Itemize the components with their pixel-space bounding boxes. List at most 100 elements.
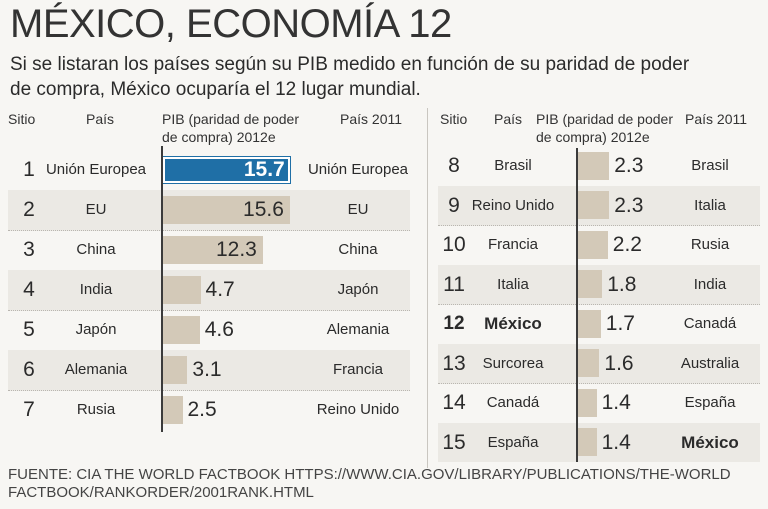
country-cell: Francia (487, 236, 539, 253)
rank-cell: 8 (448, 154, 460, 177)
table-row: 5 Japón 4.6 Alemania (8, 310, 410, 351)
header-gdp-left: PIB (paridad de poder de compra) 2012e (162, 111, 299, 145)
header-country2011-right: País 2011 (685, 111, 748, 127)
bar (577, 428, 597, 457)
header-rank-left: Sitio (8, 111, 36, 127)
rank-cell: 5 (23, 318, 35, 341)
country-cell: Japón (75, 321, 117, 338)
data-label: 12.3 (215, 238, 257, 261)
country-2011-cell: Italia (694, 196, 726, 214)
country-2011-cell: India (693, 275, 727, 293)
country-cell: Canadá (486, 394, 540, 411)
country-2011-cell: Francia (332, 361, 384, 378)
data-label: 2.3 (614, 154, 644, 177)
bar (577, 191, 610, 220)
bar (162, 396, 183, 424)
country-2011-cell: España (684, 394, 736, 411)
data-label: 1.6 (604, 351, 634, 375)
bar (162, 276, 201, 304)
data-label: 4.7 (205, 278, 235, 301)
bar (577, 349, 600, 378)
bar (162, 316, 200, 344)
bar (162, 156, 291, 184)
country-2011-cell: Brasil (691, 157, 729, 174)
table-row: 8 Brasil 2.3 Brasil (438, 146, 760, 187)
country-2011-cell: Unión Europea (307, 161, 409, 178)
table-row: 9 Reino Unido 2.3 Italia (438, 185, 760, 226)
table-row: 11 Italia 1.8 India (438, 264, 760, 305)
panel-divider (427, 108, 428, 468)
rank-cell: 4 (23, 278, 35, 301)
rank-cell: 3 (23, 238, 35, 261)
rank-cell: 7 (23, 398, 35, 421)
data-label: 4.6 (204, 318, 234, 341)
rank-cell: 1 (23, 158, 35, 181)
page-title: MÉXICO, ECONOMÍA 12 (10, 2, 452, 46)
data-label: 2.5 (187, 398, 217, 421)
data-label: 3.1 (192, 358, 222, 381)
country-cell: Alemania (64, 361, 128, 378)
rank-cell: 11 (443, 272, 465, 296)
country-cell: Italia (497, 275, 529, 293)
header-country-left: País (86, 111, 115, 127)
table-row: 3 China 12.3 China (8, 230, 410, 271)
rank-cell: 9 (448, 193, 460, 217)
table-row: 12 México 1.7 Canadá (438, 304, 760, 345)
table-row: 7 Rusia 2.5 Reino Unido (8, 390, 410, 430)
country-cell: China (76, 241, 116, 258)
country-cell: Unión Europea (45, 161, 147, 178)
bar (577, 230, 608, 259)
country-2011-cell: Japón (337, 281, 379, 298)
table-row: 10 Francia 2.2 Rusia (438, 225, 760, 266)
table-row: 1 Unión Europea 15.7 Unión Europea (8, 150, 410, 191)
rank-cell: 14 (442, 391, 466, 414)
header-country2011-left: País 2011 (340, 111, 403, 127)
country-cell: India (79, 281, 113, 298)
country-2011-cell: Rusia (690, 236, 730, 253)
rank-cell: 10 (442, 233, 466, 256)
data-label: 2.2 (612, 233, 642, 256)
bar (577, 388, 597, 417)
country-cell: España (487, 433, 539, 451)
value-axis (576, 148, 578, 462)
country-cell: México (484, 314, 542, 333)
source-footer: FUENTE: CIA THE WORLD FACTBOOK HTTPS://W… (8, 466, 731, 501)
bar (577, 270, 603, 299)
country-2011-cell: Canadá (683, 315, 737, 332)
value-axis (161, 146, 163, 432)
data-label: 1.4 (601, 391, 631, 414)
header-country-right: País (494, 111, 523, 127)
ranking-table-right: 8 Brasil 2.3 Brasil 9 Reino Unido 2.3 Italia 10 F… (438, 146, 760, 462)
country-cell: EU (85, 201, 107, 218)
rank-cell: 6 (23, 358, 35, 381)
rank-cell: 2 (23, 198, 35, 221)
country-2011-cell: Australia (680, 354, 740, 372)
rank-cell: 13 (442, 351, 466, 375)
table-row: 2 EU 15.6 EU (8, 190, 410, 231)
country-cell: Brasil (494, 157, 532, 174)
bar (577, 309, 601, 338)
country-2011-cell: EU (347, 201, 369, 218)
data-label: 15.6 (243, 198, 284, 221)
table-row: 13 Surcorea 1.6 Australia (438, 343, 760, 384)
table-row: 4 India 4.7 Japón (8, 270, 410, 311)
bar (577, 151, 610, 180)
data-label: 15.7 (243, 158, 285, 181)
table-row: 15 España 1.4 México (438, 422, 760, 462)
table-row: 14 Canadá 1.4 España (438, 383, 760, 424)
rank-cell: 12 (443, 313, 465, 334)
data-label: 1.4 (601, 430, 631, 454)
bar (162, 196, 290, 224)
bar (162, 356, 188, 384)
country-2011-cell: China (338, 241, 378, 258)
country-cell: Reino Unido (471, 196, 555, 214)
country-2011-cell: Alemania (326, 321, 390, 338)
country-2011-cell: México (681, 432, 739, 452)
page-subtitle: Si se listaran los países según su PIB m… (10, 54, 690, 100)
data-label: 1.7 (605, 312, 635, 335)
header-rank-right: Sitio (440, 111, 468, 127)
country-2011-cell: Reino Unido (316, 401, 400, 418)
country-cell: Surcorea (482, 354, 544, 372)
rank-cell: 15 (442, 430, 466, 454)
country-cell: Rusia (76, 401, 116, 418)
